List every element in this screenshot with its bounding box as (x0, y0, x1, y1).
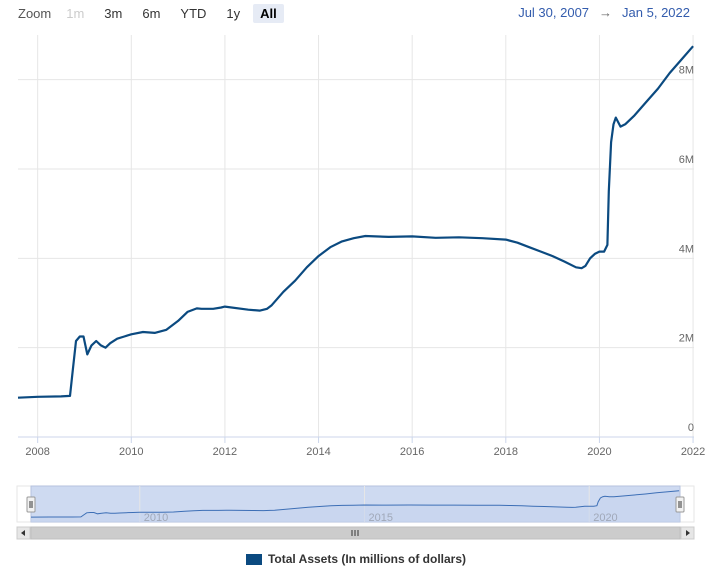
x-tick-label: 2008 (25, 446, 49, 458)
y-tick-label: 2M (679, 333, 694, 345)
navigator-series-line (30, 490, 680, 518)
x-tick-label: 2016 (400, 446, 424, 458)
y-tick-label: 6M (679, 154, 694, 166)
date-range: Jul 30, 2007 → Jan 5, 2022 (518, 5, 690, 20)
zoom-6m-button[interactable]: 6m (142, 5, 161, 21)
range-arrow: → (599, 5, 613, 20)
x-tick-label: 2018 (494, 446, 518, 458)
zoom-all-button[interactable]: All (253, 3, 284, 23)
gridlines (18, 35, 694, 438)
navigator-right-handle[interactable] (675, 496, 685, 513)
x-tick-label: 2022 (681, 446, 705, 458)
legend-swatch (245, 553, 262, 565)
navigator-left-handle[interactable] (26, 496, 36, 513)
zoom-ytd-button[interactable]: YTD (180, 5, 207, 21)
series-line-total-assets (17, 45, 694, 399)
legend[interactable]: Total Assets (In millions of dollars) (0, 552, 712, 566)
zoom-label: Zoom (18, 5, 52, 21)
navigator-scrollbar[interactable] (16, 526, 695, 540)
zoom-toolbar: Zoom 1m 3m 6m YTD 1y All (18, 3, 290, 23)
legend-label: Total Assets (In millions of dollars) (267, 552, 467, 566)
zoom-3m-button[interactable]: 3m (104, 5, 123, 21)
y-tick-label: 4M (679, 243, 694, 255)
x-tick-label: 2020 (587, 446, 611, 458)
y-tick-label: 0 (688, 422, 694, 434)
scroll-right-arrow-icon (686, 530, 690, 536)
scroll-left-arrow-icon (21, 530, 25, 536)
zoom-1y-button[interactable]: 1y (226, 5, 241, 21)
x-tick-label: 2014 (306, 446, 330, 458)
range-from-input[interactable]: Jul 30, 2007 (518, 5, 590, 20)
navigator[interactable]: 201020152020 (16, 485, 695, 540)
zoom-1m-button[interactable]: 1m (66, 5, 85, 21)
x-tick-label: 2012 (213, 446, 237, 458)
navigator-series-area (31, 490, 680, 522)
x-axis: 2008 2010 2012 2014 2016 2018 2020 2022 (18, 436, 705, 458)
y-axis: 0 2M 4M 6M 8M (679, 65, 694, 434)
range-to-input[interactable]: Jan 5, 2022 (622, 5, 690, 20)
y-tick-label: 8M (679, 65, 694, 77)
x-tick-label: 2010 (119, 446, 143, 458)
